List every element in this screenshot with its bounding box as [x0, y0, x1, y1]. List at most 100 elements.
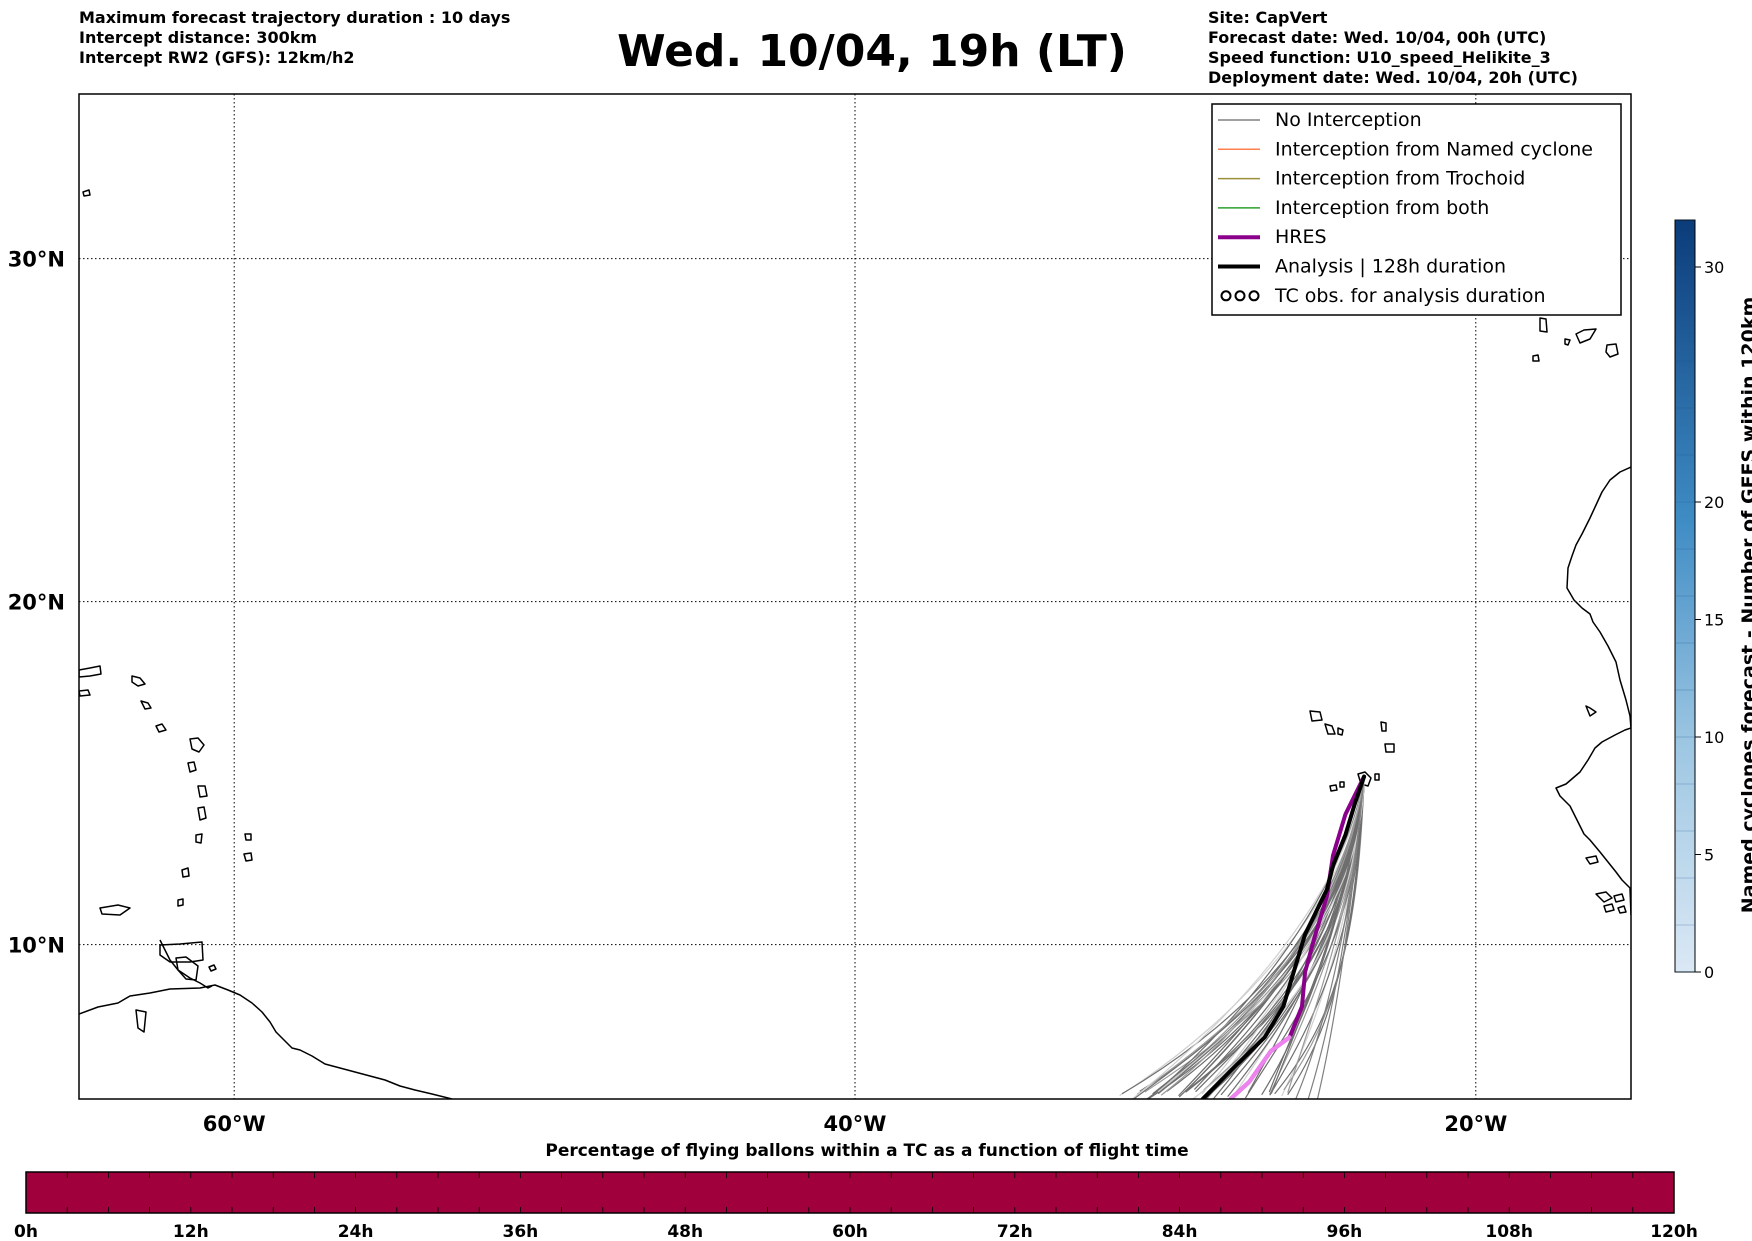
coast-cape-verde-7 — [1339, 781, 1345, 788]
coast-senegal-inlet — [1585, 705, 1597, 717]
colorbar-tick-label: 20 — [1704, 493, 1724, 512]
percentage-bar-tick-label: 120h — [1650, 1222, 1698, 1241]
coast-lesser-antilles-2 — [187, 761, 197, 773]
coast-bijagos-1 — [1595, 891, 1613, 903]
deployment-date-text: Deployment date: Wed. 10/04, 20h (UTC) — [1208, 68, 1578, 87]
coast-islands-small-2 — [155, 723, 167, 733]
coast-barbados — [243, 852, 253, 862]
lon-tick-label: 20°W — [1444, 1112, 1507, 1136]
percentage-bar-tick-label: 36h — [503, 1222, 539, 1241]
legend-label: Interception from Named cyclone — [1275, 138, 1593, 160]
lat-tick-label: 30°N — [8, 248, 65, 272]
coast-bijagos-3 — [1603, 903, 1615, 913]
percentage-bar-tick-label: 108h — [1485, 1222, 1533, 1241]
percentage-bar-title: Percentage of flying ballons within a TC… — [545, 1141, 1188, 1161]
ensemble-track — [1161, 775, 1365, 1096]
coast-islands-small-4 — [82, 189, 91, 197]
map-frame — [78, 93, 1632, 1100]
ensemble-track — [1157, 775, 1365, 1092]
coast-cape-verde-6 — [1329, 784, 1338, 792]
coast-canary-1 — [1539, 317, 1548, 333]
coast-bijagos-4 — [1585, 855, 1599, 865]
legend: No Interception Interception from Named c… — [1211, 103, 1622, 316]
legend-swatch — [1248, 290, 1260, 302]
coast-cape-verde-5 — [1384, 743, 1395, 753]
legend-label: TC obs. for analysis duration — [1274, 285, 1546, 307]
lon-tick-label: 60°W — [203, 1112, 266, 1136]
coast-trinidad-2 — [175, 956, 199, 981]
header-right-info: Site: CapVert Forecast date: Wed. 10/04,… — [1208, 8, 1578, 88]
lat-tick-label: 20°N — [8, 591, 65, 615]
coast-lesser-antilles-1 — [189, 737, 205, 753]
ensemble-track — [1270, 775, 1365, 1094]
percentage-bar-fill — [25, 1171, 1675, 1214]
coast-lesser-antilles-6 — [181, 867, 190, 878]
coast-canary-5 — [1532, 354, 1540, 362]
intercept-distance-text: Intercept distance: 300km — [79, 28, 318, 47]
hres-track-tail — [1228, 1035, 1292, 1099]
forecast-date-text: Forecast date: Wed. 10/04, 00h (UTC) — [1208, 28, 1547, 47]
coast-canary-3 — [1575, 328, 1597, 344]
coast-canary-4 — [1605, 343, 1619, 358]
coast-venezuela-peninsula — [159, 939, 213, 989]
coast-trinidad — [159, 941, 204, 963]
coast-canary-2 — [1564, 338, 1571, 346]
percentage-bar-tick-label: 0h — [14, 1222, 38, 1241]
coast-islands-small-1 — [140, 700, 152, 710]
percentage-bar-tick-label: 60h — [832, 1222, 868, 1241]
coast-south-america — [79, 984, 453, 1099]
lon-tick-label: 40°W — [824, 1112, 887, 1136]
percentage-bar-tick-label: 24h — [338, 1222, 374, 1241]
header-left-info: Maximum forecast trajectory duration : 1… — [79, 8, 510, 68]
coast-cape-verde-1 — [1309, 710, 1323, 722]
legend-label: Interception from Trochoid — [1275, 168, 1525, 190]
colorbar-title: Named cyclones forecast - Number of GEFS… — [1738, 297, 1752, 914]
colorbar-tick-label: 10 — [1704, 728, 1724, 747]
percentage-bar: Percentage of flying ballons within a TC… — [14, 1141, 1698, 1241]
ensemble-track — [1295, 775, 1365, 1099]
colorbar-tick-label: 15 — [1704, 611, 1724, 630]
coast-caribbean-islands — [135, 1009, 147, 1033]
coast-bijagos-2 — [1613, 893, 1625, 903]
legend-label: Interception from both — [1275, 197, 1489, 219]
page-title: Wed. 10/04, 19h (LT) — [617, 26, 1127, 77]
ensemble-track — [1269, 775, 1365, 1096]
coast-cape-verde-3 — [1337, 727, 1344, 736]
coast-margarita — [99, 904, 131, 916]
coast-lesser-antilles-5 — [195, 833, 203, 844]
main-trajectories — [1200, 774, 1367, 1099]
max-duration-text: Maximum forecast trajectory duration : 1… — [79, 8, 511, 27]
axis-tick-labels: 30°N 20°N 10°N 60°W 40°W 20°W — [8, 248, 1508, 1136]
colorbar-tick-label: 5 — [1704, 846, 1714, 865]
ensemble-track — [1132, 775, 1365, 1099]
colorbar-tick-label: 0 — [1704, 963, 1714, 982]
legend-box — [1211, 103, 1622, 316]
legend-label: Analysis | 128h duration — [1275, 256, 1506, 278]
coast-islands-small-5 — [244, 833, 252, 841]
coast-puerto-rico — [79, 665, 102, 678]
ensemble-trajectories — [1119, 775, 1365, 1099]
colorbar-tick-label: 30 — [1704, 258, 1724, 277]
legend-label: HRES — [1275, 226, 1327, 248]
coast-tobago — [208, 964, 217, 972]
percentage-bar-tick-label: 12h — [173, 1222, 209, 1241]
lat-tick-label: 10°N — [8, 934, 65, 958]
legend-label: No Interception — [1275, 109, 1422, 131]
percentage-bar-tick-label: 96h — [1327, 1222, 1363, 1241]
percentage-bar-tick-label: 48h — [667, 1222, 703, 1241]
legend-swatch — [1234, 290, 1246, 302]
coast-virgin-islands — [131, 675, 146, 687]
analysis-track — [1200, 774, 1367, 1099]
cyclone-colorbar: 0 5 10 15 20 30 Named cyclones forecast - Num… — [1674, 219, 1752, 982]
coast-bijagos-5 — [1617, 905, 1627, 914]
speed-function-text: Speed function: U10_speed_Helikite_3 — [1208, 48, 1551, 67]
intercept-rw2-text: Intercept RW2 (GFS): 12km/h2 — [79, 48, 355, 67]
coast-lesser-antilles-3 — [197, 785, 208, 798]
coast-cape-verde-9 — [1374, 773, 1380, 781]
percentage-bar-tick-label: 72h — [997, 1222, 1033, 1241]
legend-swatch — [1220, 290, 1232, 302]
site-text: Site: CapVert — [1208, 8, 1328, 27]
coast-cape-verde-2 — [1324, 723, 1336, 735]
coast-lesser-antilles-7 — [177, 898, 184, 907]
